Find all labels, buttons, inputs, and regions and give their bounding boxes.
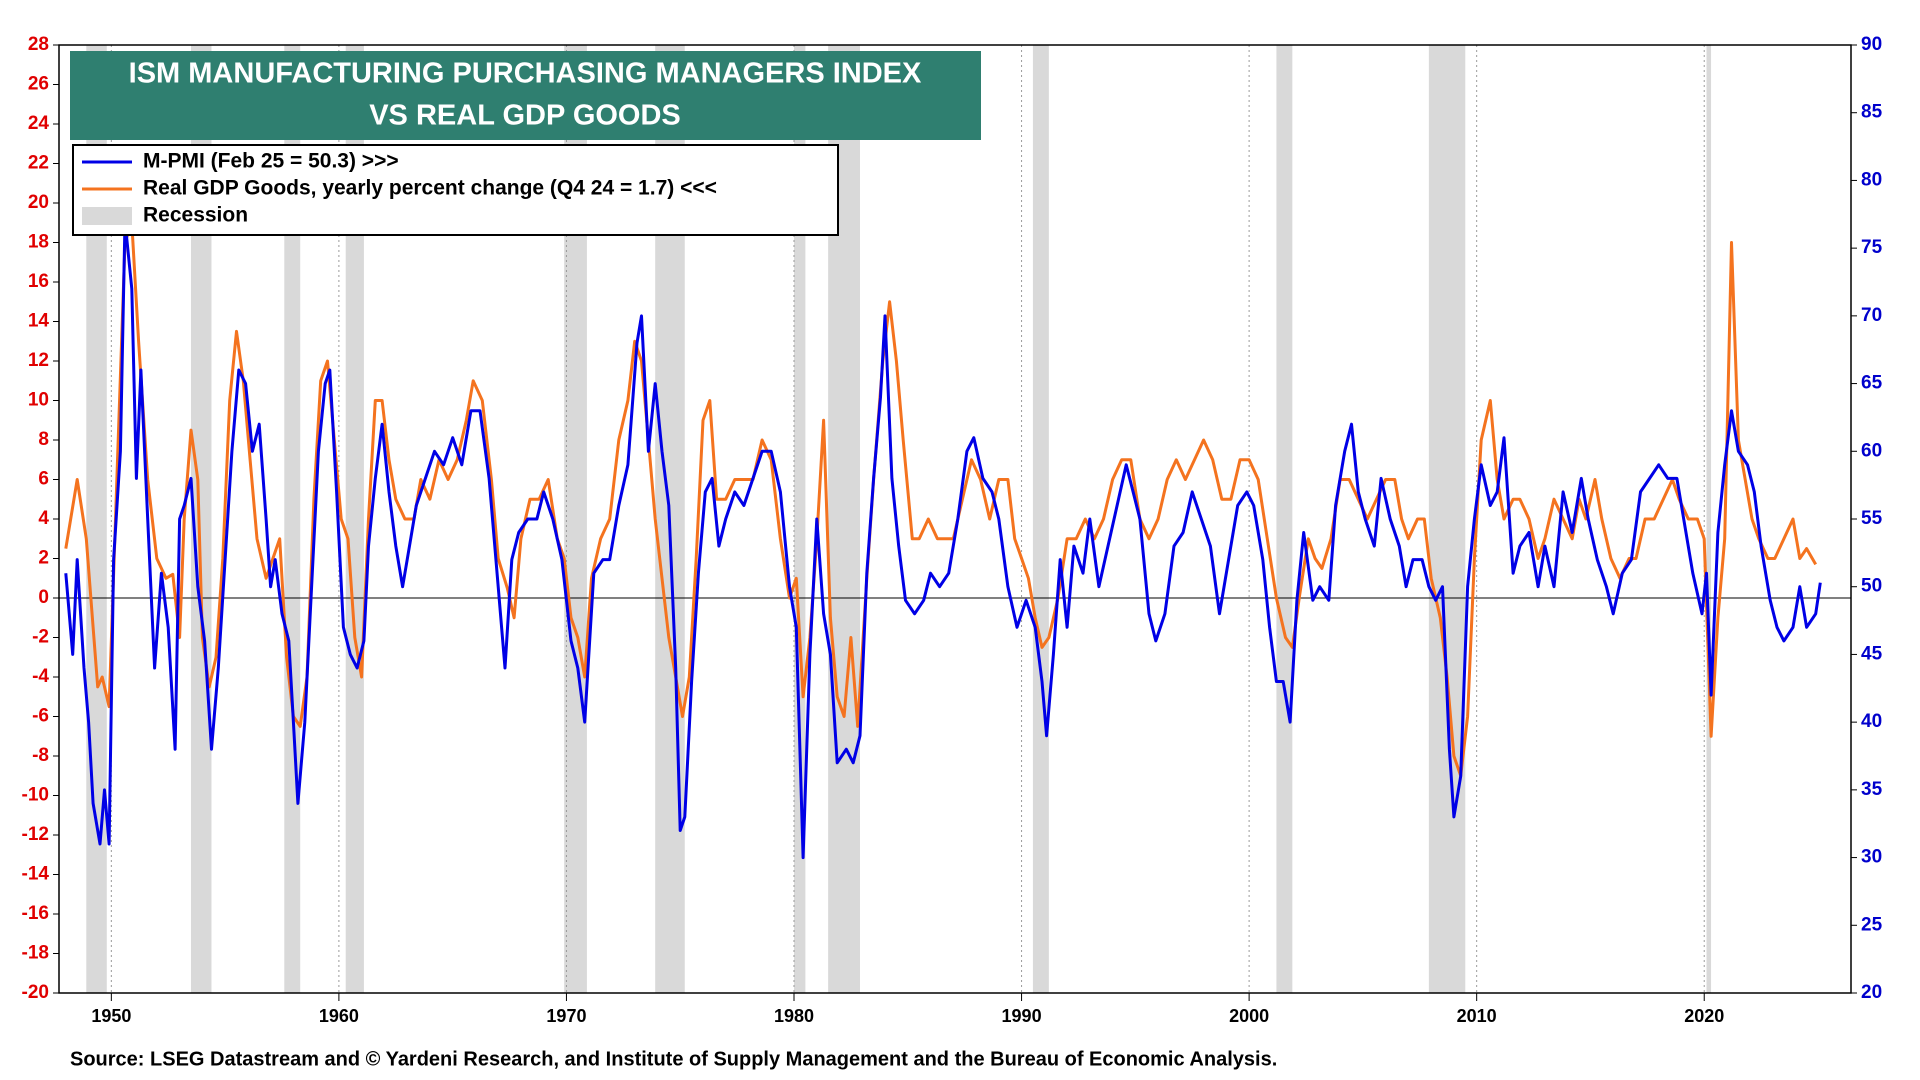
x-tick-label: 1960 — [319, 1006, 359, 1026]
recession-band — [1276, 45, 1293, 993]
legend-label: Recession — [143, 204, 248, 227]
y-tick-label: -2 — [32, 627, 49, 648]
y-tick-label: -16 — [22, 903, 49, 924]
x-tick-label: 2020 — [1684, 1006, 1724, 1026]
y-tick-label: 12 — [28, 350, 49, 371]
x-tick-label: 1970 — [546, 1006, 586, 1026]
x-tick-label: 1950 — [91, 1006, 131, 1026]
y2-tick-label: 45 — [1861, 643, 1883, 664]
y2-tick-label: 65 — [1861, 373, 1883, 394]
y2-tick-label: 90 — [1861, 34, 1882, 55]
recession-band — [1428, 45, 1466, 993]
source-note: Source: LSEG Datastream and © Yardeni Re… — [70, 1048, 1277, 1070]
recession-band — [1032, 45, 1049, 993]
y-tick-label: 16 — [28, 271, 49, 292]
y-tick-label: -6 — [32, 706, 49, 727]
series-line — [64, 221, 1817, 778]
y-tick-label: -12 — [22, 824, 49, 845]
y-tick-label: 26 — [28, 74, 49, 95]
recession-band — [794, 45, 806, 993]
y-tick-label: 10 — [28, 390, 49, 411]
y-tick-label: 8 — [38, 429, 49, 450]
y-tick-label: 18 — [28, 232, 49, 253]
y2-tick-label: 20 — [1861, 982, 1882, 1003]
plot-frame — [58, 44, 1852, 994]
y-tick-label: -14 — [22, 864, 50, 885]
y-tick-label: -4 — [32, 666, 49, 687]
chart-title: ISM MANUFACTURING PURCHASING MANAGERS IN… — [129, 58, 922, 90]
y2-tick-label: 80 — [1861, 169, 1882, 190]
y2-tick-label: 60 — [1861, 440, 1882, 461]
y2-tick-label: 85 — [1861, 102, 1883, 123]
y-tick-label: 24 — [28, 113, 50, 134]
chart-title: VS REAL GDP GOODS — [369, 100, 681, 132]
legend-label: Real GDP Goods, yearly percent change (Q… — [143, 177, 717, 200]
y-tick-label: -10 — [22, 785, 49, 806]
y-tick-label: -8 — [32, 745, 49, 766]
y-tick-label: 22 — [28, 153, 49, 174]
y-tick-label: -20 — [22, 982, 49, 1003]
y2-tick-label: 40 — [1861, 711, 1882, 732]
y-tick-label: 4 — [38, 508, 49, 529]
y-tick-label: 2 — [38, 548, 49, 569]
y2-tick-label: 70 — [1861, 305, 1882, 326]
legend-swatch — [82, 207, 132, 225]
y2-tick-label: 75 — [1861, 237, 1883, 258]
y-tick-label: -18 — [22, 943, 49, 964]
y2-tick-label: 55 — [1861, 508, 1883, 529]
x-tick-label: 1990 — [1002, 1006, 1042, 1026]
y-tick-label: 28 — [28, 34, 49, 55]
y2-tick-label: 35 — [1861, 779, 1883, 800]
y-tick-label: 6 — [38, 469, 49, 490]
y-tick-label: 20 — [28, 192, 49, 213]
recession-band — [190, 45, 212, 993]
recession-band — [564, 45, 587, 993]
y-tick-label: 14 — [28, 311, 50, 332]
legend-box — [72, 144, 839, 236]
series-line — [64, 219, 1822, 860]
recession-band — [345, 45, 364, 993]
y2-tick-label: 25 — [1861, 914, 1883, 935]
y-tick-label: 0 — [38, 587, 49, 608]
y2-tick-label: 30 — [1861, 847, 1882, 868]
legend-label: M-PMI (Feb 25 = 50.3) >>> — [143, 150, 399, 173]
y2-tick-label: 50 — [1861, 576, 1882, 597]
recession-band — [1706, 45, 1712, 993]
title-box — [70, 51, 981, 140]
x-tick-label: 2010 — [1457, 1006, 1497, 1026]
x-tick-label: 1980 — [774, 1006, 814, 1026]
x-tick-label: 2000 — [1229, 1006, 1269, 1026]
